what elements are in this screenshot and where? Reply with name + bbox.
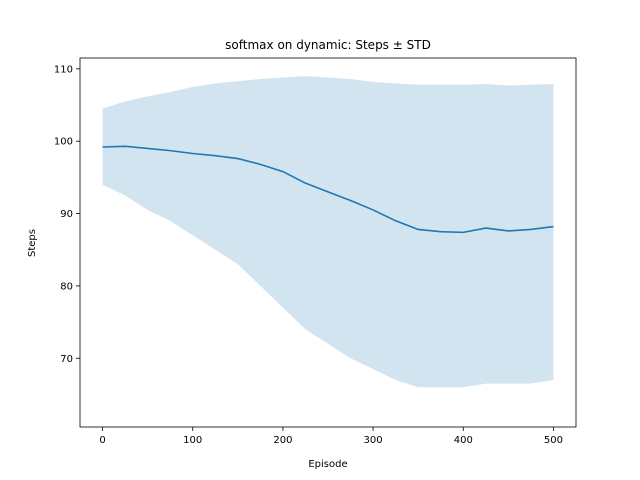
x-tick-label-400: 400 — [454, 435, 473, 446]
std-band — [102, 76, 554, 388]
chart-title: softmax on dynamic: Steps ± STD — [225, 38, 431, 52]
series-line-0 — [102, 145, 554, 234]
x-tick-label-200: 200 — [273, 435, 292, 446]
y-tick-label-70: 70 — [60, 354, 73, 365]
x-tick-label-300: 300 — [364, 435, 383, 446]
y-tick-label-110: 110 — [54, 64, 73, 75]
x-tick-label-100: 100 — [183, 435, 202, 446]
y-tick-label-80: 80 — [60, 281, 73, 292]
x-axis-label: Episode — [308, 459, 347, 470]
y-tick-label-100: 100 — [54, 137, 73, 148]
y-axis-label: Steps — [27, 229, 38, 257]
y-tick-label-90: 90 — [60, 209, 73, 220]
axes-frame — [79, 57, 577, 428]
x-tick-label-500: 500 — [544, 435, 563, 446]
x-tick-label-0: 0 — [99, 435, 105, 446]
plot-area: 0 100 200 300 400 500 70 80 90 100 110 — [54, 57, 577, 446]
